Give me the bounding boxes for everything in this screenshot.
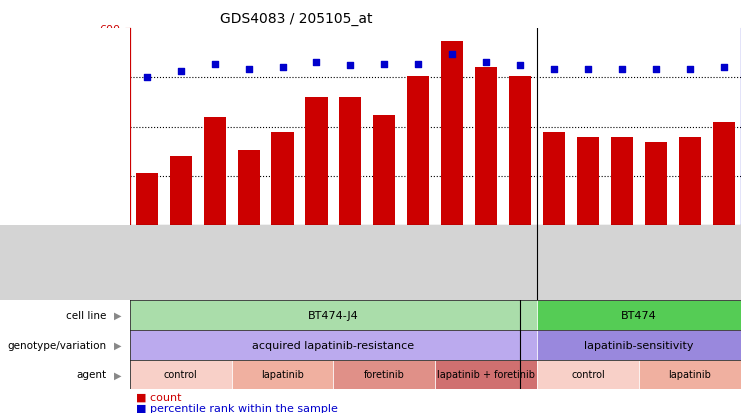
Bar	[130, 330, 537, 360]
Point	[650, 67, 662, 74]
Text: genotype/variation: genotype/variation	[7, 340, 107, 350]
Bar	[130, 360, 231, 389]
Bar	[204, 118, 225, 226]
Text: GDS4083 / 205105_at: GDS4083 / 205105_at	[220, 12, 373, 26]
Text: lapatinib + foretinib: lapatinib + foretinib	[437, 370, 535, 380]
Bar	[611, 137, 633, 226]
Text: ▶: ▶	[114, 311, 122, 320]
Text: BT474-J4: BT474-J4	[308, 311, 359, 320]
Text: control: control	[571, 370, 605, 380]
Text: foretinib: foretinib	[364, 370, 405, 380]
Bar	[509, 76, 531, 226]
Bar	[537, 301, 741, 330]
Point	[209, 61, 221, 68]
Bar	[435, 360, 537, 389]
Bar	[475, 68, 497, 226]
Bar	[130, 301, 537, 330]
Bar	[645, 142, 667, 226]
Bar	[577, 137, 599, 226]
Point	[617, 67, 628, 74]
Point	[310, 59, 322, 66]
Point	[548, 67, 560, 74]
Text: ▶: ▶	[114, 370, 122, 380]
Bar	[373, 116, 396, 226]
Bar	[543, 132, 565, 226]
Point	[446, 51, 458, 58]
Text: acquired lapatinib-resistance: acquired lapatinib-resistance	[253, 340, 414, 350]
Text: lapatinib-sensitivity: lapatinib-sensitivity	[585, 340, 694, 350]
Bar	[442, 42, 463, 226]
Bar	[537, 360, 639, 389]
Bar	[679, 137, 701, 226]
Point	[345, 63, 356, 70]
Point	[514, 63, 526, 70]
Point	[379, 61, 391, 68]
Bar	[333, 360, 435, 389]
Bar	[713, 123, 735, 226]
Bar	[639, 360, 741, 389]
Bar	[170, 157, 192, 226]
Text: lapatinib: lapatinib	[668, 370, 711, 380]
Point	[684, 67, 696, 74]
Text: cell line: cell line	[66, 311, 107, 320]
Bar	[271, 132, 293, 226]
Bar	[408, 76, 429, 226]
Bar	[537, 330, 741, 360]
Text: ■ count: ■ count	[136, 392, 182, 401]
Text: BT474: BT474	[621, 311, 657, 320]
Point	[582, 67, 594, 74]
Bar	[305, 98, 328, 226]
Point	[480, 59, 492, 66]
Text: ■ percentile rank within the sample: ■ percentile rank within the sample	[136, 403, 338, 413]
Text: ▶: ▶	[114, 340, 122, 350]
Bar	[231, 360, 333, 389]
Text: agent: agent	[76, 370, 107, 380]
Text: control: control	[164, 370, 198, 380]
Point	[175, 69, 187, 76]
Bar	[136, 173, 158, 226]
Point	[242, 67, 254, 74]
Point	[141, 75, 153, 81]
Bar	[339, 98, 362, 226]
Point	[718, 65, 730, 71]
Bar	[238, 150, 259, 226]
Text: lapatinib: lapatinib	[261, 370, 304, 380]
Point	[413, 61, 425, 68]
Point	[276, 65, 288, 71]
